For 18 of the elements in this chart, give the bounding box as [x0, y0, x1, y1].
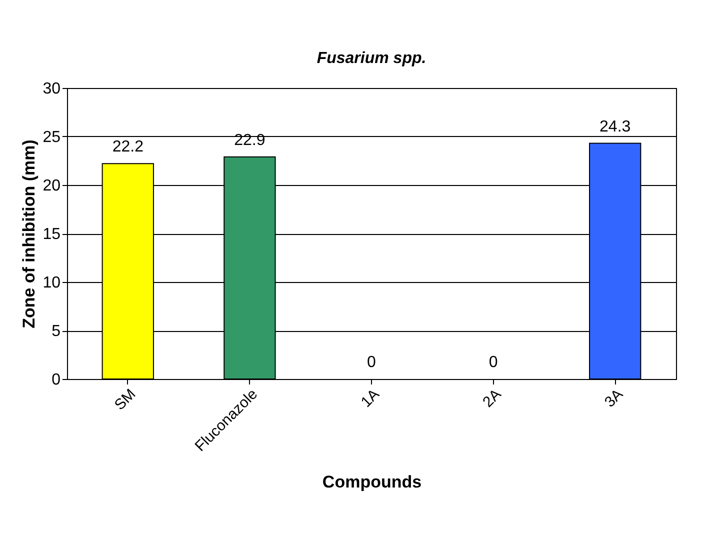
- x-tick-label: SM: [111, 386, 140, 414]
- y-tick-label: 30: [42, 80, 61, 98]
- data-label: 0: [367, 354, 376, 371]
- y-tick-label: 15: [42, 226, 61, 243]
- y-tick-label: 25: [42, 129, 61, 146]
- y-tick-label: 20: [42, 178, 61, 194]
- data-label: 24.3: [600, 118, 631, 136]
- x-axis-title: Compounds: [322, 472, 422, 492]
- y-tick-label: 0: [52, 372, 61, 388]
- chart-title: Fusarium spp.: [316, 50, 426, 67]
- x-tick-label: 1A: [358, 386, 383, 411]
- y-tick-label: 5: [52, 323, 61, 340]
- x-tick-label: 2A: [480, 386, 505, 411]
- x-tick-label: 3A: [601, 386, 626, 411]
- data-label: 0: [488, 354, 498, 371]
- y-axis-title: Zone of inhibition (mm): [20, 140, 39, 328]
- data-label: 22.2: [112, 138, 144, 156]
- y-tick-label: 10: [42, 274, 61, 292]
